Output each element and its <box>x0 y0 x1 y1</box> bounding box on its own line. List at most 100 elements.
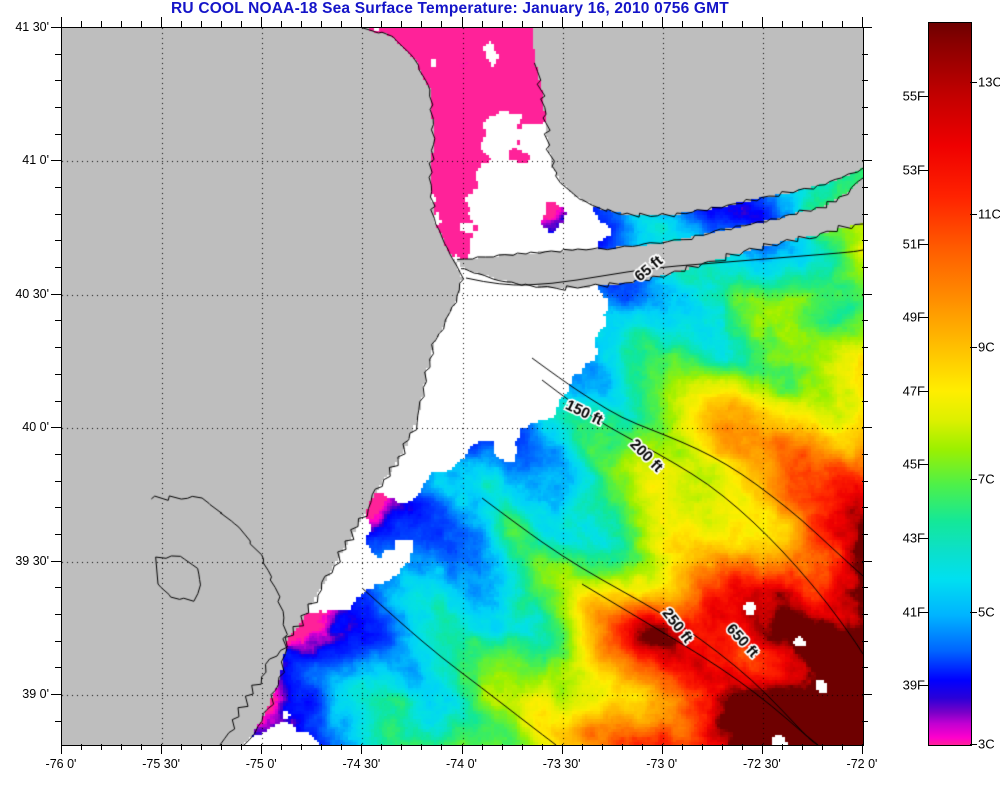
colorbar-label-f: 47F <box>902 383 925 399</box>
x-axis-label: -74 30' <box>342 757 381 771</box>
colorbar-tick-f <box>921 390 928 392</box>
colorbar-label-c: 7C <box>978 471 995 487</box>
x-tick-minor <box>521 21 523 27</box>
x-tick-minor <box>541 744 543 750</box>
colorbar-tick-f <box>921 169 928 171</box>
x-tick-minor <box>221 744 223 750</box>
x-tick-minor <box>481 21 483 27</box>
x-tick-minor <box>601 744 603 750</box>
colorbar-label-f: 43F <box>902 530 925 546</box>
x-tick-minor <box>681 21 683 27</box>
x-tick-major <box>61 17 62 27</box>
x-tick-major <box>461 17 463 27</box>
x-tick-major <box>661 17 663 27</box>
x-tick-minor <box>721 744 723 750</box>
x-tick-major <box>61 744 62 754</box>
y-tick-major <box>862 427 872 429</box>
x-axis-label: -75 0' <box>245 757 277 771</box>
y-tick-minor <box>862 480 868 482</box>
x-tick-minor <box>221 21 223 27</box>
x-tick-minor <box>501 744 503 750</box>
y-tick-minor <box>55 107 61 109</box>
y-tick-minor <box>862 453 868 455</box>
x-tick-minor <box>621 21 623 27</box>
figure-title: RU COOL NOAA-18 Sea Surface Temperature:… <box>171 0 729 17</box>
x-tick-minor <box>841 744 843 750</box>
x-tick-major <box>461 744 463 754</box>
y-tick-minor <box>55 133 61 135</box>
x-tick-minor <box>581 21 583 27</box>
x-tick-minor <box>741 21 743 27</box>
x-tick-minor <box>701 21 703 27</box>
x-tick-minor <box>241 21 243 27</box>
y-tick-minor <box>55 267 61 269</box>
y-tick-minor <box>55 720 61 722</box>
y-tick-minor <box>862 213 868 215</box>
y-axis-label: 40 30' <box>15 286 49 301</box>
y-tick-major <box>862 560 872 562</box>
y-tick-minor <box>862 53 868 55</box>
x-tick-minor <box>641 744 643 750</box>
y-axis-label: 39 0' <box>22 686 49 701</box>
y-tick-minor <box>55 347 61 349</box>
y-axis-label: 40 0' <box>22 420 49 435</box>
y-tick-minor <box>55 320 61 322</box>
x-tick-major <box>761 17 763 27</box>
y-tick-minor <box>55 53 61 55</box>
y-axis-label: 41 30' <box>15 20 49 34</box>
x-tick-major <box>261 744 263 754</box>
x-tick-minor <box>401 744 403 750</box>
x-tick-minor <box>381 744 383 750</box>
y-tick-minor <box>862 80 868 82</box>
x-tick-major <box>862 17 863 27</box>
y-tick-minor <box>862 240 868 242</box>
x-axis-label: -72 0' <box>846 757 878 771</box>
x-tick-minor <box>601 21 603 27</box>
x-tick-minor <box>841 21 843 27</box>
y-tick-minor <box>55 400 61 402</box>
x-tick-minor <box>181 21 183 27</box>
x-tick-major <box>862 744 863 754</box>
x-tick-minor <box>481 744 483 750</box>
colorbar-tick-f <box>921 611 928 613</box>
y-tick-minor <box>55 373 61 375</box>
x-tick-minor <box>341 21 343 27</box>
y-tick-minor <box>55 613 61 615</box>
y-tick-minor <box>862 347 868 349</box>
colorbar-label-f: 41F <box>902 604 925 620</box>
x-tick-minor <box>741 744 743 750</box>
colorbar-label-f: 51F <box>902 236 925 252</box>
colorbar-label-f: 49F <box>902 309 925 325</box>
y-axis-label: 41 0' <box>22 153 49 168</box>
colorbar-tick-f <box>921 317 928 319</box>
x-axis-label: -73 30' <box>542 757 581 771</box>
map-plot-area[interactable] <box>61 27 864 746</box>
colorbar[interactable] <box>928 22 972 746</box>
x-tick-minor <box>821 744 823 750</box>
x-tick-minor <box>441 744 443 750</box>
x-tick-minor <box>341 744 343 750</box>
y-tick-minor <box>55 240 61 242</box>
y-tick-minor <box>55 80 61 82</box>
x-tick-major <box>161 744 163 754</box>
colorbar-label-f: 53F <box>902 162 925 178</box>
y-tick-minor <box>55 667 61 669</box>
y-tick-minor <box>55 187 61 189</box>
x-tick-minor <box>581 744 583 750</box>
coastline-contour-layer <box>62 28 863 745</box>
colorbar-label-c: 3C <box>978 736 995 752</box>
y-tick-major <box>51 293 61 295</box>
y-tick-minor <box>862 640 868 642</box>
x-tick-major <box>361 744 363 754</box>
x-tick-minor <box>401 21 403 27</box>
colorbar-label-f: 39F <box>902 677 925 693</box>
y-tick-major <box>862 160 872 162</box>
colorbar-tick-c <box>970 214 977 216</box>
y-tick-minor <box>55 507 61 509</box>
x-tick-major <box>761 744 763 754</box>
x-tick-minor <box>321 21 323 27</box>
x-tick-minor <box>501 21 503 27</box>
x-tick-minor <box>441 21 443 27</box>
x-tick-major <box>361 17 363 27</box>
